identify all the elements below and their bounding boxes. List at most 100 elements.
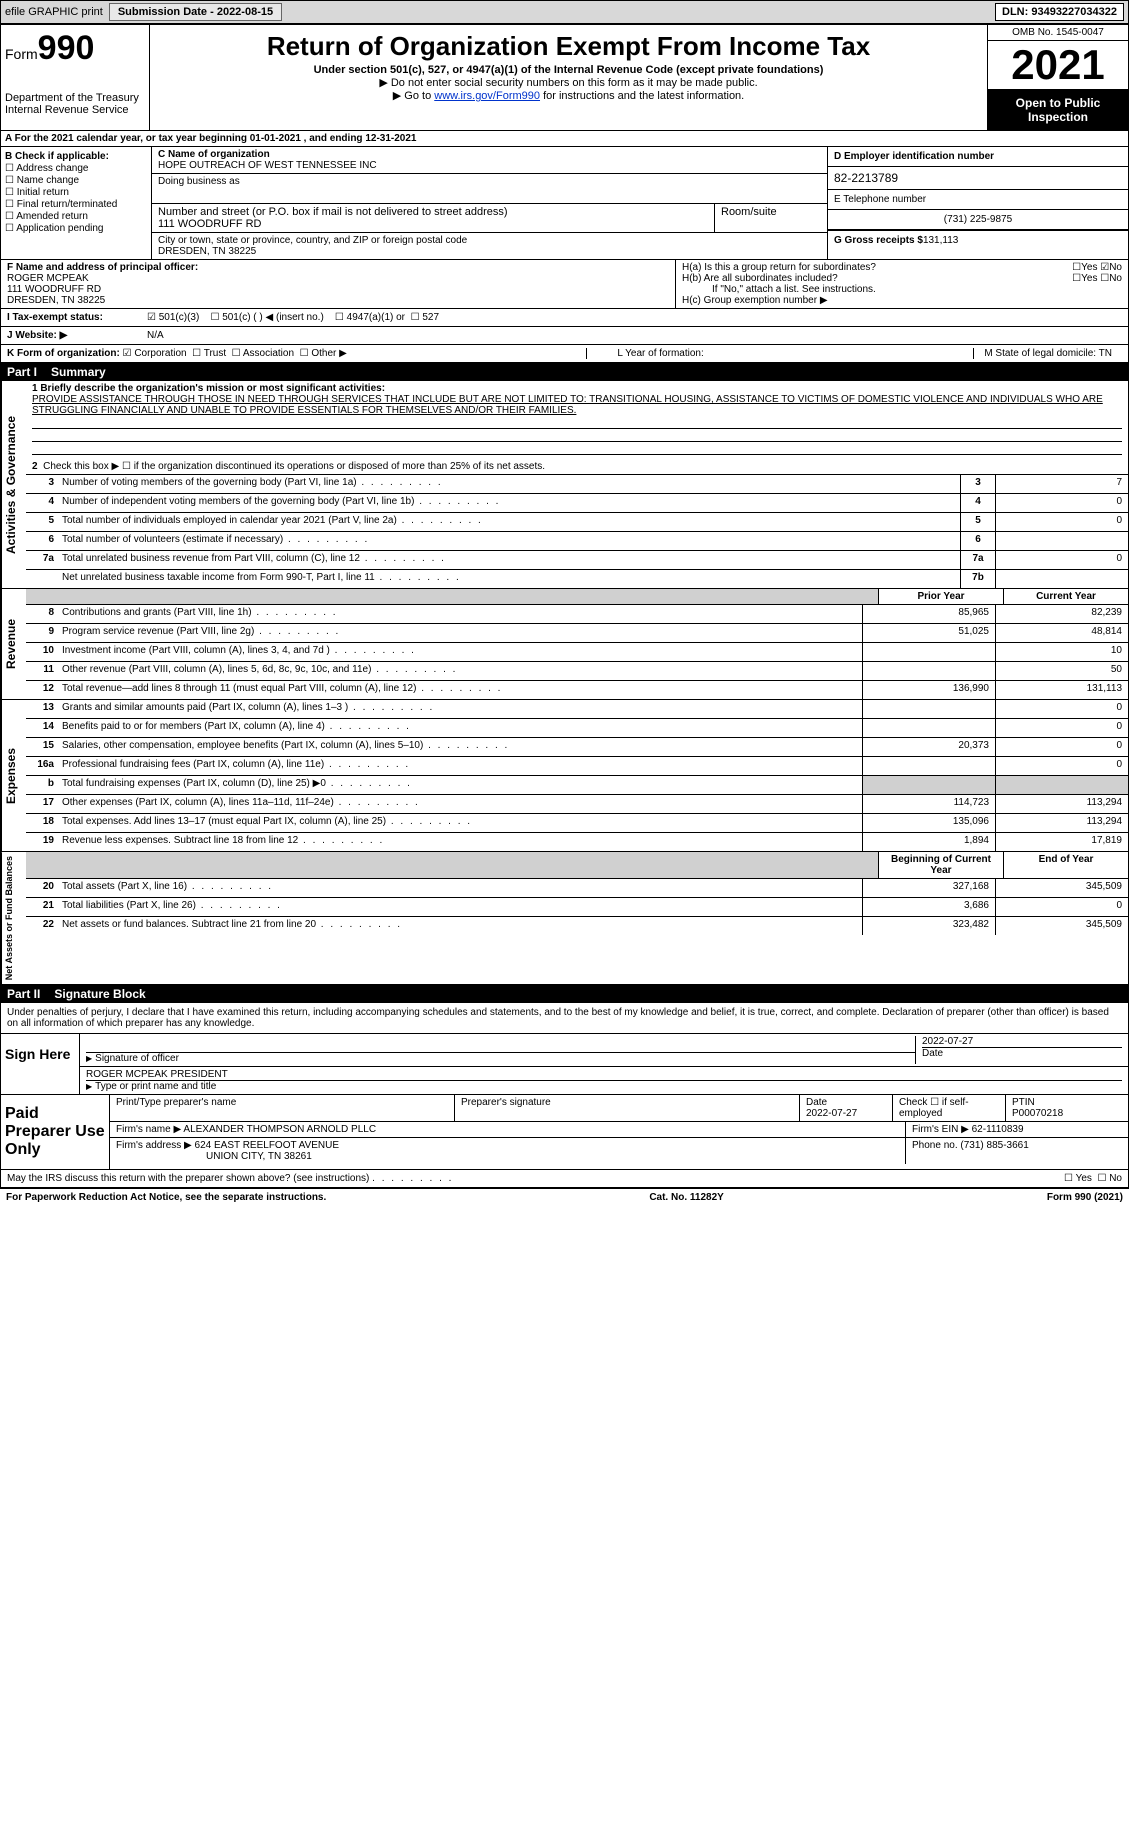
row-prior: 1,894 — [862, 833, 995, 851]
row-desc: Grants and similar amounts paid (Part IX… — [58, 700, 862, 718]
col-d-e: D Employer identification number 82-2213… — [827, 147, 1128, 259]
row-j-website: J Website: ▶ N/A — [1, 327, 1128, 345]
row-k-l-m: K Form of organization: ☑ Corporation ☐ … — [1, 345, 1128, 363]
e-phone-label: E Telephone number — [828, 189, 1128, 210]
chk-initial-return[interactable]: ☐ Initial return — [5, 187, 147, 198]
type-name-label: Type or print name and title — [86, 1081, 1122, 1092]
form-container: Form990 Department of the Treasury Inter… — [0, 24, 1129, 1189]
part-ii-header: Part II Signature Block — [1, 985, 1128, 1003]
col-h: H(a) Is this a group return for subordin… — [676, 260, 1128, 308]
hb-note: If "No," attach a list. See instructions… — [682, 284, 1122, 295]
row-desc: Investment income (Part VIII, column (A)… — [58, 643, 862, 661]
sub3-prefix: ▶ Go to — [393, 90, 434, 102]
chk-amended-return[interactable]: ☐ Amended return — [5, 211, 147, 222]
chk-address-change[interactable]: ☐ Address change — [5, 163, 147, 174]
expenses-block: Expenses 13 Grants and similar amounts p… — [1, 700, 1128, 852]
form-number: Form990 — [5, 29, 145, 68]
opt-501c3: 501(c)(3) — [159, 312, 200, 323]
officer-typed-name: ROGER MCPEAK PRESIDENT — [86, 1069, 1122, 1081]
phone-value: (731) 225-9875 — [828, 210, 1128, 230]
row-desc: Net unrelated business taxable income fr… — [58, 570, 960, 588]
l-year-formation: L Year of formation: — [586, 348, 733, 359]
hc-label: H(c) Group exemption number ▶ — [682, 295, 1122, 306]
row-prior — [862, 776, 995, 794]
row-current: 0 — [995, 700, 1128, 718]
header-right: OMB No. 1545-0047 2021 Open to Public In… — [987, 25, 1128, 130]
m-state: M State of legal domicile: TN — [973, 348, 1122, 359]
row-prior — [862, 643, 995, 661]
sig-row-2: ROGER MCPEAK PRESIDENT Type or print nam… — [80, 1067, 1128, 1094]
row-current: 50 — [995, 662, 1128, 680]
vert-label-net: Net Assets or Fund Balances — [1, 852, 26, 984]
sign-date: 2022-07-27 — [922, 1036, 1122, 1048]
header-center: Return of Organization Exempt From Incom… — [150, 25, 987, 130]
row-val — [995, 532, 1128, 550]
table-row: 10 Investment income (Part VIII, column … — [26, 643, 1128, 662]
table-row: 12 Total revenue—add lines 8 through 11 … — [26, 681, 1128, 699]
row-current: 131,113 — [995, 681, 1128, 699]
row-current: 48,814 — [995, 624, 1128, 642]
prep-date: 2022-07-27 — [806, 1108, 886, 1119]
vert-label-exp: Expenses — [1, 700, 26, 851]
opt-trust: Trust — [204, 348, 226, 359]
cell-address: Number and street (or P.O. box if mail i… — [152, 204, 827, 233]
row-num: 13 — [26, 700, 58, 718]
prep-row-2: Firm's name ▶ ALEXANDER THOMPSON ARNOLD … — [110, 1122, 1128, 1138]
row-val: 0 — [995, 513, 1128, 531]
chk-final-return[interactable]: ☐ Final return/terminated — [5, 199, 147, 210]
irs-link[interactable]: www.irs.gov/Form990 — [434, 90, 540, 102]
sign-here-right: Signature of officer 2022-07-27 Date ROG… — [80, 1034, 1128, 1094]
table-row: 18 Total expenses. Add lines 13–17 (must… — [26, 814, 1128, 833]
vert-label-rev: Revenue — [1, 589, 26, 699]
ptin-hdr: PTIN — [1012, 1097, 1122, 1108]
row-num: 22 — [26, 917, 58, 935]
section-b-c-d: B Check if applicable: ☐ Address change … — [1, 147, 1128, 260]
table-row: 16a Professional fundraising fees (Part … — [26, 757, 1128, 776]
row-current: 0 — [995, 738, 1128, 756]
table-row: 11 Other revenue (Part VIII, column (A),… — [26, 662, 1128, 681]
prep-date-hdr: Date — [806, 1097, 886, 1108]
efile-label: efile GRAPHIC print — [5, 6, 103, 18]
row-current: 113,294 — [995, 795, 1128, 813]
footer-right: Form 990 (2021) — [1047, 1192, 1123, 1203]
row-val: 0 — [995, 551, 1128, 569]
row-current: 345,509 — [995, 879, 1128, 897]
table-row: 14 Benefits paid to or for members (Part… — [26, 719, 1128, 738]
addr-value: 111 WOODRUFF RD — [158, 218, 708, 230]
ha-label: H(a) Is this a group return for subordin… — [682, 262, 876, 273]
line2: 2 Check this box ▶ ☐ if the organization… — [26, 459, 1128, 475]
row-num: b — [26, 776, 58, 794]
chk-label: Initial return — [17, 187, 69, 198]
row-desc: Revenue less expenses. Subtract line 18 … — [58, 833, 862, 851]
sign-here-label: Sign Here — [1, 1034, 80, 1094]
no-label: No — [1109, 262, 1122, 273]
row-current: 113,294 — [995, 814, 1128, 832]
firm-addr2: UNION CITY, TN 38261 — [116, 1151, 312, 1162]
table-row: 13 Grants and similar amounts paid (Part… — [26, 700, 1128, 719]
open-public-badge: Open to Public Inspection — [988, 90, 1128, 130]
row-num: 5 — [26, 513, 58, 531]
discuss-row: May the IRS discuss this return with the… — [1, 1170, 1128, 1188]
table-row: 19 Revenue less expenses. Subtract line … — [26, 833, 1128, 851]
net-header: Beginning of Current Year End of Year — [26, 852, 1128, 879]
chk-label: Name change — [17, 175, 79, 186]
part-ii-title: Signature Block — [54, 987, 145, 1001]
submission-date-button[interactable]: Submission Date - 2022-08-15 — [109, 3, 282, 21]
subtitle-2: ▶ Do not enter social security numbers o… — [158, 76, 979, 89]
irs-label: Internal Revenue Service — [5, 104, 145, 116]
chk-label: Final return/terminated — [17, 199, 118, 210]
hdr-current: Current Year — [1003, 589, 1128, 604]
row-prior: 51,025 — [862, 624, 995, 642]
gov-rows: 1 Briefly describe the organization's mi… — [26, 381, 1128, 588]
table-row: 5 Total number of individuals employed i… — [26, 513, 1128, 532]
chk-name-change[interactable]: ☐ Name change — [5, 175, 147, 186]
cell-org-name: C Name of organization HOPE OUTREACH OF … — [152, 147, 827, 174]
officer-addr1: 111 WOODRUFF RD — [7, 284, 669, 295]
row-prior — [862, 662, 995, 680]
table-row: b Total fundraising expenses (Part IX, c… — [26, 776, 1128, 795]
discuss-yes: Yes — [1076, 1173, 1092, 1184]
form-header: Form990 Department of the Treasury Inter… — [1, 25, 1128, 131]
form-label: Form — [5, 46, 38, 62]
firm-phone-label: Phone no. — [912, 1140, 958, 1151]
chk-app-pending[interactable]: ☐ Application pending — [5, 223, 147, 234]
